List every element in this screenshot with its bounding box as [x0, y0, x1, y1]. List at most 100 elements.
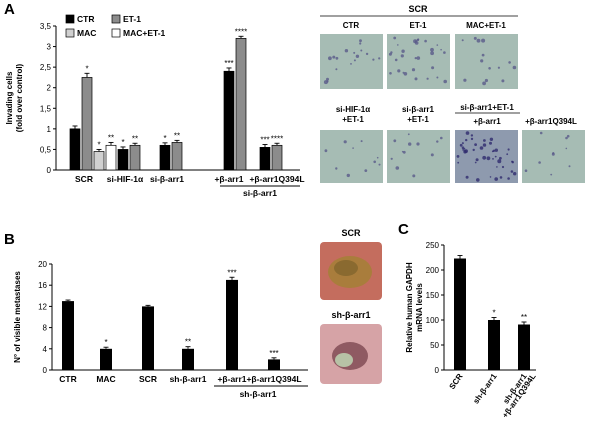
significance-star: * — [492, 309, 495, 318]
legend-label: MAC+ET-1 — [123, 28, 166, 38]
cell-speck — [462, 149, 464, 151]
y-axis-label: Invading cells — [5, 71, 14, 124]
cell-speck — [395, 166, 400, 170]
cell-speck — [512, 65, 517, 70]
x-tick-label: +β-arr1 — [214, 174, 243, 184]
micrograph-rescue-barr1 — [455, 130, 518, 183]
bar-c-1 — [488, 320, 500, 370]
significance-star: * — [104, 338, 107, 347]
bracket-label: sh-β-arr1 — [240, 389, 277, 399]
y-tick-label: 0,5 — [40, 145, 52, 154]
x-tick-label: si-HIF-1α — [107, 174, 144, 184]
bar-a-4-1 — [271, 144, 283, 171]
cell-speck — [465, 175, 469, 179]
cell-speck — [326, 77, 329, 81]
cell-speck — [426, 77, 429, 80]
mouse-bottom-label: sh-β-arr1 — [331, 310, 370, 320]
cell-speck — [346, 173, 350, 178]
bar-a-3-0 — [223, 70, 235, 171]
micrograph-si-hif1a-et1 — [320, 130, 383, 183]
y-tick-label: 8 — [43, 324, 48, 333]
legend-swatch — [111, 28, 121, 38]
cell-speck — [486, 156, 491, 161]
micro-bottom-label-2: +β-arr1 — [473, 117, 501, 126]
micrograph-scr-et1 — [387, 34, 450, 89]
cell-speck — [390, 157, 393, 160]
y-tick-label: 16 — [38, 281, 47, 290]
bar-b-4 — [226, 279, 238, 370]
legend-swatch — [65, 28, 75, 38]
chart-b: 0 4 8 12 16 20 N° of visible metastases CTR * MAC… — [13, 260, 308, 399]
cell-speck — [459, 143, 463, 147]
cell-speck — [463, 78, 467, 82]
cell-speck — [461, 39, 464, 42]
legend-label: CTR — [77, 14, 94, 24]
bracket-label: si-β-arr1 — [243, 188, 277, 198]
cell-speck — [411, 68, 416, 72]
cell-speck — [456, 155, 460, 158]
panel-label-c: C — [398, 221, 409, 238]
cell-speck — [414, 77, 418, 81]
cell-speck — [499, 176, 503, 179]
cell-speck — [484, 78, 488, 83]
cell-speck — [376, 156, 379, 159]
cell-speck — [507, 177, 510, 180]
cell-speck — [443, 79, 448, 84]
significance-star: *** — [269, 349, 278, 358]
cell-speck — [365, 52, 369, 56]
y-tick-label: 12 — [38, 302, 47, 311]
cell-speck — [373, 160, 377, 164]
significance-star: ** — [185, 338, 191, 347]
cell-speck — [359, 39, 362, 43]
cell-speck — [360, 140, 363, 143]
bar-a-0-0 — [69, 128, 81, 171]
mouse-images: SCR sh-β-arr1 — [320, 228, 382, 384]
cell-speck — [492, 149, 496, 152]
cell-speck — [497, 66, 500, 69]
x-tick-label: MAC — [96, 374, 115, 384]
cell-speck — [332, 55, 336, 59]
cell-speck — [494, 177, 499, 181]
cell-speck — [397, 44, 399, 46]
cell-speck — [494, 155, 497, 158]
cell-speck — [474, 143, 477, 147]
significance-star: ** — [521, 313, 527, 322]
bar-b-3 — [182, 348, 194, 370]
cell-speck — [470, 137, 474, 141]
cell-speck — [440, 136, 443, 140]
cell-speck — [465, 138, 468, 142]
y-tick-label: 2,5 — [40, 63, 52, 72]
cell-speck — [482, 81, 486, 86]
bar-c-2 — [518, 324, 530, 370]
x-tick-label: SCR — [448, 372, 465, 391]
y-tick-label: 200 — [426, 266, 440, 275]
y-tick-label: 2 — [47, 84, 52, 93]
cell-speck — [465, 131, 470, 135]
cell-speck — [353, 59, 356, 62]
cell-speck — [372, 58, 375, 61]
cell-speck — [483, 139, 486, 142]
cell-speck — [565, 136, 568, 140]
cell-speck — [538, 161, 541, 164]
y-tick-label: 1 — [47, 125, 52, 134]
cell-speck — [328, 56, 332, 61]
y-tick-label: 1,5 — [40, 104, 52, 113]
significance-star: * — [121, 138, 124, 147]
x-tick-label: +β-arr1 — [217, 374, 246, 384]
cell-speck — [497, 159, 502, 164]
cell-speck — [394, 58, 398, 62]
bar-b-2 — [142, 306, 154, 370]
bar-a-4-0 — [259, 147, 271, 171]
y-tick-label: 0 — [435, 366, 440, 375]
bar-a-3-1 — [235, 37, 247, 171]
significance-star: * — [97, 140, 100, 149]
cell-speck — [508, 61, 511, 64]
cell-speck — [388, 52, 392, 56]
cell-speck — [359, 42, 362, 45]
cell-speck — [510, 170, 514, 173]
cell-speck — [513, 172, 517, 176]
x-tick-label: SCR — [75, 174, 93, 184]
cell-speck — [393, 36, 397, 40]
micro-top-header: SCR — [408, 4, 428, 14]
cell-speck — [402, 150, 406, 154]
